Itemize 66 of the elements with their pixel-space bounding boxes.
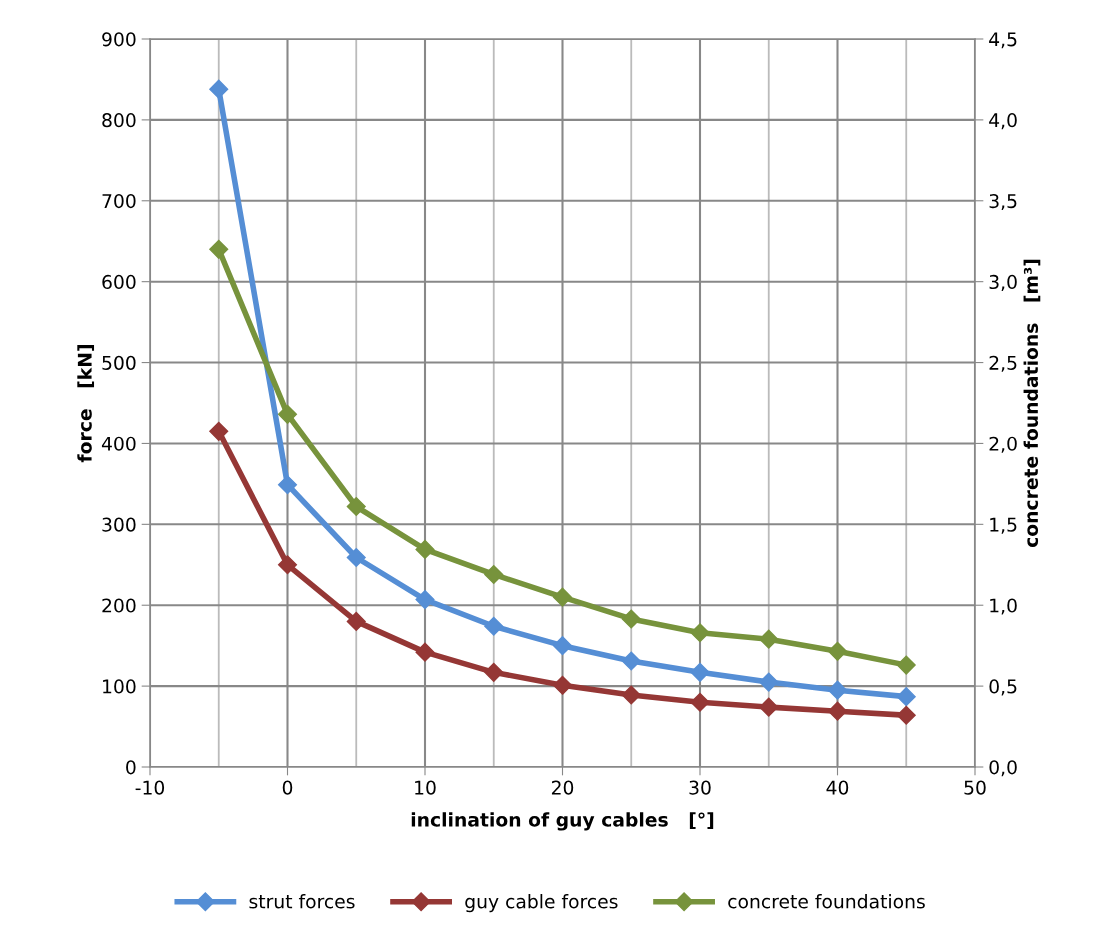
point — [759, 672, 779, 692]
point — [484, 662, 504, 682]
point — [346, 547, 366, 568]
y2-tick-label: 0,0 — [989, 760, 1017, 777]
y2-axis-title: concrete foundations [m³] — [1023, 259, 1041, 548]
legend-label: guy cable forces — [465, 894, 618, 913]
point — [690, 662, 710, 682]
y-tick-label: 100 — [103, 679, 136, 694]
point — [346, 497, 366, 517]
point — [827, 680, 848, 700]
point — [277, 555, 298, 575]
point — [896, 655, 916, 675]
y-tick-label: 500 — [102, 355, 136, 370]
point — [209, 79, 229, 99]
y-tick-label: 400 — [101, 436, 136, 451]
point — [552, 636, 573, 656]
y2-tick-label: 0,5 — [989, 679, 1017, 696]
point — [277, 404, 298, 424]
y2-tick-label: 3,0 — [989, 274, 1017, 291]
point — [484, 564, 504, 585]
x-tick-label: -10 — [135, 780, 165, 795]
y2-tick-label: 2,5 — [989, 355, 1017, 372]
x-axis-title: inclination of guy cables [°] — [411, 812, 714, 831]
y-tick-label: 900 — [102, 32, 136, 47]
y2-tick-label: 4,0 — [989, 113, 1017, 130]
y-tick-label: 300 — [102, 517, 136, 532]
point — [896, 687, 916, 707]
point — [552, 587, 573, 607]
y-tick-label: 700 — [102, 193, 136, 209]
point — [415, 539, 435, 559]
legend-label: concrete foundations — [728, 894, 925, 909]
point — [621, 685, 641, 705]
point — [690, 623, 710, 643]
point — [346, 611, 366, 631]
y2-tick-label: 2,0 — [989, 436, 1017, 453]
point — [621, 651, 641, 671]
y-axis-title: force [kN] — [77, 345, 95, 463]
legend-label: strut forces — [249, 894, 355, 909]
point — [415, 642, 435, 662]
y2-tick-label: 4,5 — [989, 32, 1017, 49]
point — [827, 641, 848, 661]
x-tick-label: 10 — [415, 780, 436, 795]
point — [484, 616, 504, 636]
point — [209, 239, 229, 259]
y-tick-label: 0 — [126, 760, 136, 775]
point — [415, 590, 435, 610]
y2-tick-label: 1,0 — [990, 598, 1017, 615]
y-tick-label: 600 — [102, 274, 136, 290]
y-tick-label: 800 — [102, 113, 136, 128]
y2-tick-label: 3,5 — [989, 193, 1017, 211]
x-tick-label: 40 — [826, 780, 849, 795]
x-tick-label: 20 — [551, 780, 574, 795]
y-tick-label: 200 — [102, 598, 136, 613]
point — [759, 697, 779, 717]
point — [552, 675, 573, 695]
point — [209, 421, 229, 441]
point — [827, 701, 848, 721]
point — [759, 629, 779, 649]
x-tick-label: 30 — [689, 780, 711, 795]
point — [896, 705, 916, 725]
y2-tick-label: 1,5 — [990, 517, 1017, 534]
point — [690, 692, 710, 712]
point — [277, 475, 298, 495]
x-tick-label: 50 — [964, 780, 986, 795]
x-tick-label: 0 — [282, 780, 293, 795]
point — [621, 609, 641, 629]
